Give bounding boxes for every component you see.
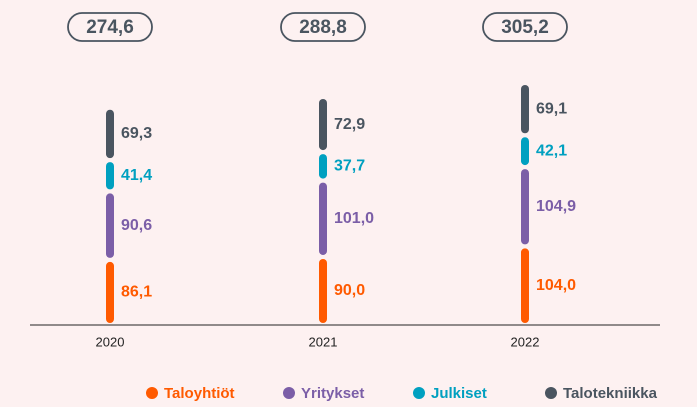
bar-segment <box>319 98 327 151</box>
value-label: 72,9 <box>334 116 365 133</box>
value-label: 104,0 <box>536 277 576 294</box>
x-tick-label: 2021 <box>309 334 338 349</box>
total-label: 274,6 <box>86 17 134 38</box>
total-label: 288,8 <box>299 17 347 38</box>
bar-segment <box>521 137 529 166</box>
value-label: 42,1 <box>536 142 567 159</box>
x-tick-label: 2022 <box>511 334 540 349</box>
bar-segment <box>521 169 529 245</box>
legend-dot <box>545 387 557 399</box>
total-pill <box>67 12 153 42</box>
x-tick-label: 2020 <box>96 334 125 349</box>
bar-segment <box>106 162 114 190</box>
bar-segment <box>106 193 114 258</box>
value-label: 104,9 <box>536 198 576 215</box>
value-label: 90,6 <box>121 217 152 234</box>
legend-label: Julkiset <box>431 385 487 402</box>
bar-segment <box>106 261 114 323</box>
total-pill <box>280 12 366 42</box>
legend-dot <box>413 387 425 399</box>
legend-label: Yritykset <box>301 385 364 402</box>
bar-segment <box>319 182 327 255</box>
bar-segment <box>319 258 327 323</box>
value-label: 90,0 <box>334 282 365 299</box>
legend-label: Talotekniikka <box>563 385 658 402</box>
value-label: 69,1 <box>536 100 567 117</box>
bar-segment <box>319 154 327 179</box>
legend-label: Taloyhtiöt <box>164 385 235 402</box>
total-pill <box>482 12 568 42</box>
legend-dot <box>146 387 158 399</box>
bar-segment <box>521 85 529 134</box>
value-label: 101,0 <box>334 210 374 227</box>
value-label: 41,4 <box>121 167 152 184</box>
value-label: 69,3 <box>121 125 152 142</box>
bar-segment <box>521 248 529 323</box>
bar-segment <box>106 109 114 159</box>
value-label: 86,1 <box>121 284 152 301</box>
value-label: 37,7 <box>334 158 365 175</box>
total-label: 305,2 <box>501 17 549 38</box>
legend-dot <box>283 387 295 399</box>
